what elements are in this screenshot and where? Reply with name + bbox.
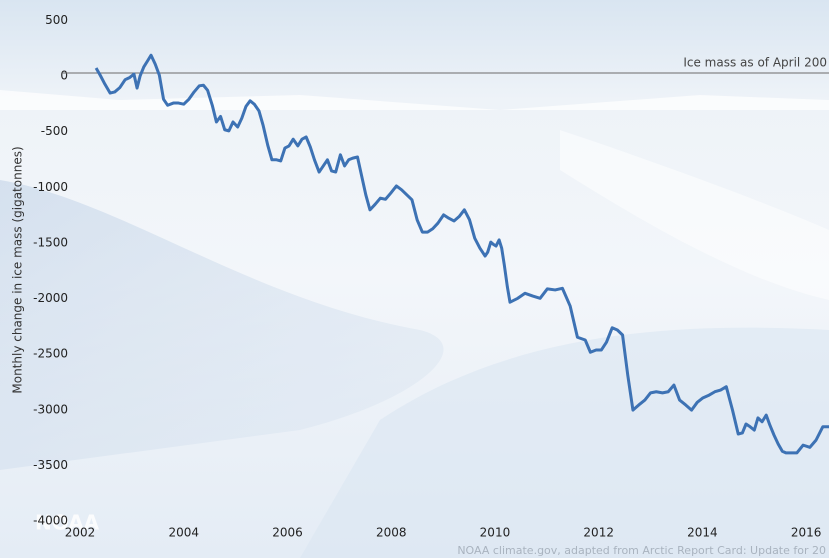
y-tick-label: -1000 — [33, 180, 68, 194]
snow-highlight — [560, 130, 829, 300]
y-tick-label: -2500 — [33, 347, 68, 361]
y-tick-label: 0 — [60, 69, 68, 83]
snow-shadow — [0, 180, 444, 470]
y-tick-label: -3000 — [33, 402, 68, 416]
y-tick-label: -1500 — [33, 235, 68, 249]
x-tick-label: 2006 — [272, 526, 303, 540]
annotation: Ice mass as of April 200 — [683, 56, 827, 70]
y-tick-label: -2000 — [33, 291, 68, 305]
x-tick-label: 2008 — [376, 526, 407, 540]
y-tick-label: -4000 — [33, 514, 68, 528]
snow-ridge — [0, 90, 829, 110]
x-tick-label: 2014 — [687, 526, 718, 540]
x-tick-label: 2004 — [168, 526, 199, 540]
snow-slope — [300, 327, 829, 558]
source: NOAA climate.gov, adapted from Arctic Re… — [457, 544, 826, 557]
watermark: NOAA — [35, 511, 100, 535]
data-line — [94, 53, 829, 455]
y-tick-label: 500 — [45, 13, 68, 27]
y-tick-label: -3500 — [33, 458, 68, 472]
x-tick-label: 2010 — [480, 526, 511, 540]
x-tick-label: 2016 — [791, 526, 822, 540]
y-axis-title: Monthly change in ice mass (gigatonnes) — [11, 146, 25, 393]
x-tick-label: 2012 — [583, 526, 614, 540]
x-tick-label: 2002 — [65, 526, 96, 540]
y-tick-label: -500 — [41, 124, 68, 138]
